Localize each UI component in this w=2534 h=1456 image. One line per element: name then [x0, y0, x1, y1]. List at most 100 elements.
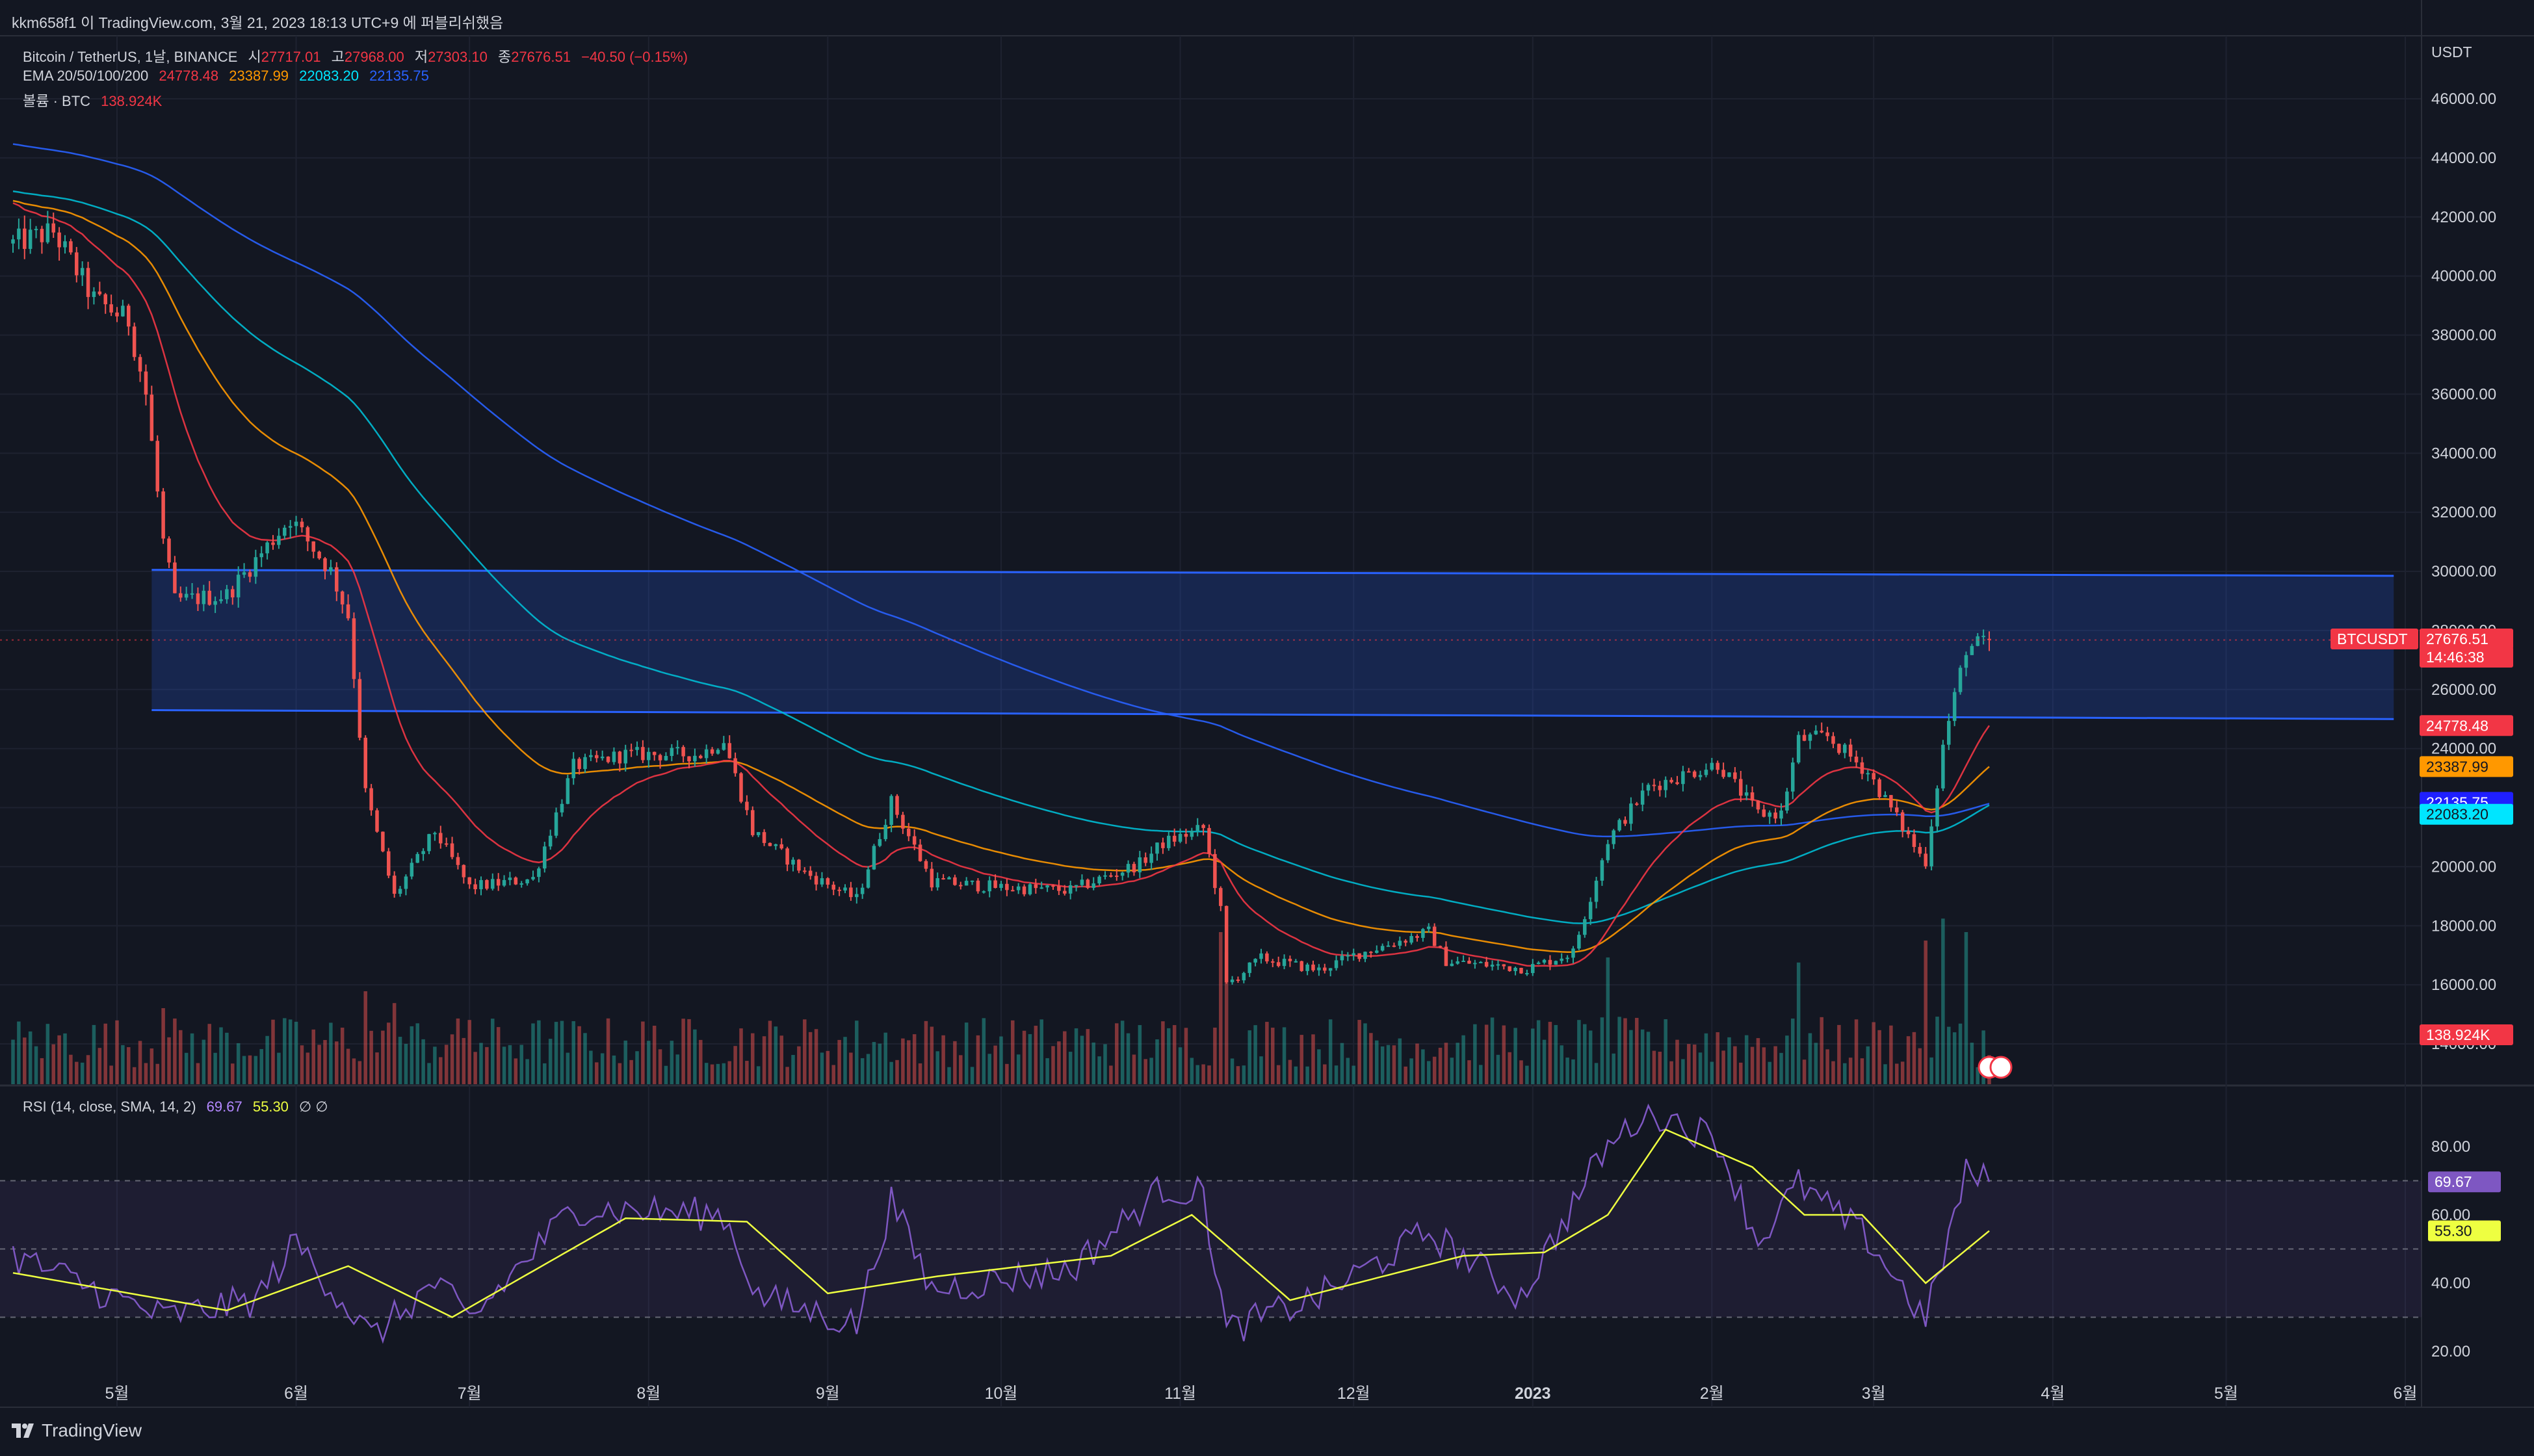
candle-body[interactable] [519, 883, 523, 885]
candle-body[interactable] [1646, 785, 1651, 791]
candle-body[interactable] [1357, 953, 1361, 959]
candle-body[interactable] [1363, 952, 1367, 959]
candle-body[interactable] [1473, 963, 1477, 965]
candle-body[interactable] [612, 751, 616, 762]
candle-body[interactable] [1739, 779, 1743, 796]
candle-body[interactable] [1750, 792, 1755, 801]
candle-body[interactable] [1536, 962, 1541, 965]
candle-body[interactable] [866, 869, 870, 888]
candle-body[interactable] [167, 538, 171, 563]
candle-body[interactable] [791, 859, 795, 865]
candle-body[interactable] [1588, 902, 1593, 920]
candle-body[interactable] [1698, 775, 1703, 777]
candle-body[interactable] [1317, 967, 1321, 970]
candle-body[interactable] [577, 759, 581, 770]
candle-body[interactable] [1658, 785, 1662, 790]
candle-body[interactable] [1508, 966, 1511, 971]
candle-body[interactable] [271, 542, 275, 545]
candle-body[interactable] [987, 880, 991, 892]
candle-body[interactable] [1421, 929, 1425, 938]
candle-body[interactable] [439, 833, 443, 844]
candle-body[interactable] [1143, 857, 1147, 863]
candle-body[interactable] [1161, 842, 1165, 848]
candle-body[interactable] [1640, 790, 1645, 805]
candle-body[interactable] [1791, 762, 1795, 792]
candle-body[interactable] [1947, 721, 1951, 745]
candle-body[interactable] [595, 755, 599, 759]
candle-body[interactable] [901, 814, 905, 829]
candle-body[interactable] [768, 842, 772, 846]
candle-body[interactable] [1230, 980, 1234, 983]
candle-body[interactable] [964, 881, 969, 886]
candle-body[interactable] [346, 604, 350, 619]
rsi-line[interactable] [12, 1103, 1991, 1344]
candle-body[interactable] [976, 880, 980, 892]
candle-body[interactable] [1733, 772, 1737, 779]
candle-body[interactable] [1924, 853, 1927, 866]
candle-body[interactable] [1265, 953, 1269, 962]
candle-body[interactable] [427, 834, 431, 852]
candle-body[interactable] [837, 889, 841, 891]
candle-body[interactable] [254, 557, 258, 577]
candle-body[interactable] [323, 558, 327, 571]
candle-body[interactable] [115, 312, 119, 317]
candle-body[interactable] [329, 567, 333, 571]
candle-body[interactable] [907, 828, 911, 837]
candle-body[interactable] [375, 810, 379, 832]
candle-body[interactable] [1981, 636, 1985, 638]
candle-body[interactable] [283, 527, 287, 536]
candle-body[interactable] [1594, 880, 1599, 902]
candle-body[interactable] [398, 889, 402, 894]
candle-body[interactable] [1970, 645, 1974, 655]
rsi-pane[interactable] [0, 1103, 2422, 1344]
candle-body[interactable] [872, 846, 876, 870]
candle-body[interactable] [514, 878, 518, 885]
candle-body[interactable] [814, 876, 818, 885]
candle-body[interactable] [1051, 885, 1055, 887]
candle-body[interactable] [294, 521, 298, 526]
candle-body[interactable] [1386, 945, 1391, 947]
candle-body[interactable] [1652, 785, 1656, 786]
candle-body[interactable] [1502, 964, 1506, 967]
candle-body[interactable] [1519, 967, 1523, 974]
candle-body[interactable] [1820, 731, 1823, 733]
candle-body[interactable] [335, 567, 339, 592]
candle-body[interactable] [1300, 961, 1303, 971]
candle-body[interactable] [404, 876, 408, 889]
candle-body[interactable] [762, 832, 766, 843]
candle-body[interactable] [1664, 779, 1667, 790]
symbol-legend[interactable]: Bitcoin / TetherUS, 1날, BINANCE 시27717.0… [23, 46, 694, 66]
candle-body[interactable] [1005, 883, 1009, 890]
candle-body[interactable] [138, 357, 142, 372]
candle-body[interactable] [1109, 875, 1113, 877]
candle-body[interactable] [496, 879, 501, 886]
candle-body[interactable] [1768, 812, 1771, 817]
candle-body[interactable] [1311, 964, 1315, 970]
candle-body[interactable] [652, 751, 657, 755]
candle-body[interactable] [1860, 762, 1864, 774]
candle-body[interactable] [1167, 835, 1171, 848]
candle-body[interactable] [589, 755, 593, 757]
candle-body[interactable] [1294, 961, 1298, 963]
candle-body[interactable] [826, 878, 830, 885]
candle-body[interactable] [1444, 946, 1448, 967]
candle-body[interactable] [173, 562, 177, 593]
candle-body[interactable] [161, 491, 165, 539]
candle-body[interactable] [1952, 692, 1957, 722]
candle-body[interactable] [1132, 864, 1136, 873]
candle-body[interactable] [1635, 803, 1639, 805]
candle-body[interactable] [722, 743, 726, 750]
candle-body[interactable] [1929, 826, 1933, 866]
candle-body[interactable] [415, 853, 419, 863]
candle-body[interactable] [421, 851, 425, 854]
ema-legend[interactable]: EMA 20/50/100/200 24778.48 23387.99 2208… [23, 68, 436, 84]
candle-body[interactable] [1692, 771, 1697, 777]
candle-body[interactable] [704, 749, 709, 759]
rsi-sma-line[interactable] [12, 1128, 1990, 1318]
candle-body[interactable] [63, 241, 67, 248]
candle-body[interactable] [1063, 890, 1067, 894]
candle-body[interactable] [265, 542, 269, 554]
candle-body[interactable] [473, 884, 477, 890]
candle-body[interactable] [1600, 860, 1604, 881]
candle-body[interactable] [635, 747, 639, 750]
